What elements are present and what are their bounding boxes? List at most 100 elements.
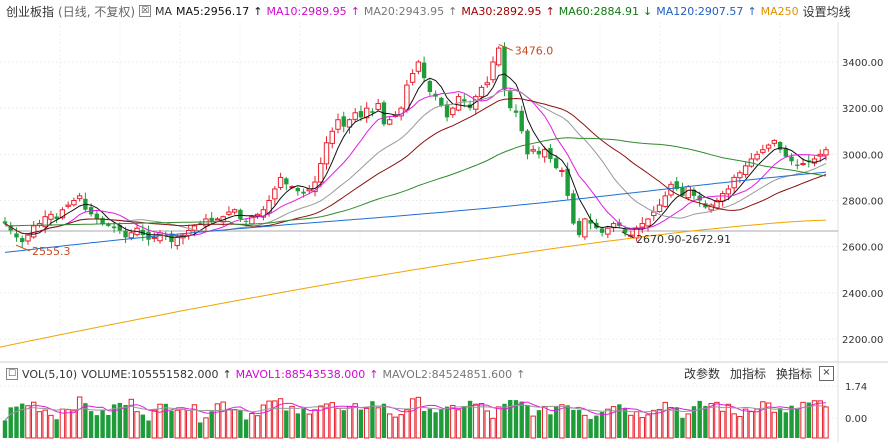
candle-body (439, 97, 444, 106)
candle-body (559, 169, 565, 172)
candle-body (771, 139, 778, 144)
candle-body (478, 86, 485, 98)
modify-params-button[interactable]: 改参数 (683, 367, 720, 381)
volume-checkbox[interactable]: ☐ (6, 368, 18, 380)
price-tick-label: 3200.00 (842, 104, 883, 115)
candle-body (329, 130, 335, 144)
volume-bar (277, 398, 284, 439)
volume-bar (541, 405, 548, 439)
candle-body (795, 164, 800, 166)
volume-bar (754, 408, 760, 439)
volume-bar (8, 407, 13, 438)
candle-body (71, 200, 77, 206)
ma5-arrow-icon: ↑ (253, 4, 263, 18)
candle-body (725, 188, 732, 195)
candle-body (680, 187, 685, 196)
ma250-value: MA250 (760, 4, 799, 18)
volume-bar (691, 406, 697, 438)
volume-bar (714, 401, 720, 439)
ma-checkbox[interactable]: ☒ (139, 5, 152, 17)
candle-body (243, 220, 249, 222)
candle-body (668, 183, 674, 196)
candle-body (582, 218, 588, 238)
ma60-arrow-icon: ↓ (643, 4, 653, 18)
candle-body (662, 195, 668, 207)
volume-bar (140, 414, 145, 438)
volume-bar (25, 405, 31, 439)
candle-body (42, 216, 48, 228)
annotations: 3476.0 2555.3 2670.90-2672.91 (15, 43, 731, 258)
candle-body (409, 73, 416, 83)
price-tick-label: 2400.00 (842, 289, 883, 300)
volume-arrow-icon: ↑ (222, 367, 232, 381)
ma10-line (4, 87, 827, 237)
volume-bar (548, 414, 553, 438)
candle-body (553, 158, 559, 169)
volume-bar (71, 410, 77, 439)
candle-body (128, 232, 135, 239)
close-indicator-button[interactable]: × (819, 366, 834, 381)
candle-body (100, 217, 105, 224)
candle-body (513, 110, 519, 113)
volume-bar (284, 410, 289, 438)
volume-bar (381, 403, 387, 438)
candle-body (260, 209, 267, 218)
volume-bar (238, 409, 243, 438)
volume-bar (605, 408, 611, 439)
candle-body (760, 149, 766, 153)
volume-bar (36, 411, 43, 439)
price-tick-label: 2800.00 (842, 197, 883, 208)
candle-body (111, 226, 117, 229)
candle-body (48, 213, 54, 220)
candle-body (341, 116, 346, 127)
candle-body (272, 188, 278, 200)
volume-bar (668, 406, 674, 439)
ma60-line (4, 137, 827, 227)
ma-settings-link[interactable]: 设置均线 (802, 4, 851, 19)
candle-body (462, 99, 467, 102)
vol-label: VOL(5,10) (22, 367, 78, 381)
candle-body (76, 195, 83, 200)
range-pointer (621, 231, 635, 239)
ma30-arrow-icon: ↑ (545, 4, 555, 18)
volume-bar (771, 411, 778, 439)
volume-bar (318, 405, 324, 439)
volume-bar (94, 415, 100, 438)
volume-bar (169, 410, 174, 438)
ma20-arrow-icon: ↑ (448, 4, 458, 18)
candle-body (404, 84, 410, 111)
candle-body (789, 156, 794, 162)
volume-value: VOLUME:105551582.000 (81, 367, 219, 381)
candle-body (691, 189, 697, 196)
candle-body (209, 217, 214, 222)
volume-bar (220, 401, 226, 439)
volume-bar (433, 412, 438, 438)
candle-body (525, 130, 530, 155)
volume-bar (817, 400, 823, 439)
volume-bar (490, 417, 496, 439)
price-tick-label: 3400.00 (842, 58, 883, 69)
mavol2-value: MAVOL2:84524851.600 (382, 367, 513, 381)
volume-bar (157, 403, 163, 439)
candle-body (565, 168, 570, 196)
ma250-line (0, 219, 827, 348)
volume-bar (117, 402, 123, 438)
switch-indicator-button[interactable]: 换指标 (775, 367, 812, 381)
candle-body (484, 82, 490, 86)
volume-bar (513, 400, 519, 438)
add-indicator-button[interactable]: 加指标 (729, 367, 766, 381)
volume-bar (651, 409, 657, 439)
volume-bar (496, 406, 502, 439)
volume-bar (473, 403, 479, 439)
mavol1-value: MAVOL1:88543538.000 (235, 367, 366, 381)
volume-bar (370, 401, 375, 438)
volume-bar (800, 401, 806, 439)
candle-body (203, 218, 209, 227)
volume-bar (525, 404, 530, 438)
volume-bar (335, 408, 341, 439)
volume-bar (83, 403, 88, 438)
volume-bar (462, 406, 467, 438)
volume-bar (214, 403, 221, 439)
candle-body (742, 165, 749, 175)
